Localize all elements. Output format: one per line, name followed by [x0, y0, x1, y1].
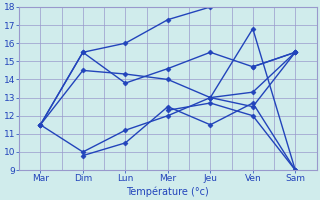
X-axis label: Température (°c): Température (°c) — [126, 186, 209, 197]
